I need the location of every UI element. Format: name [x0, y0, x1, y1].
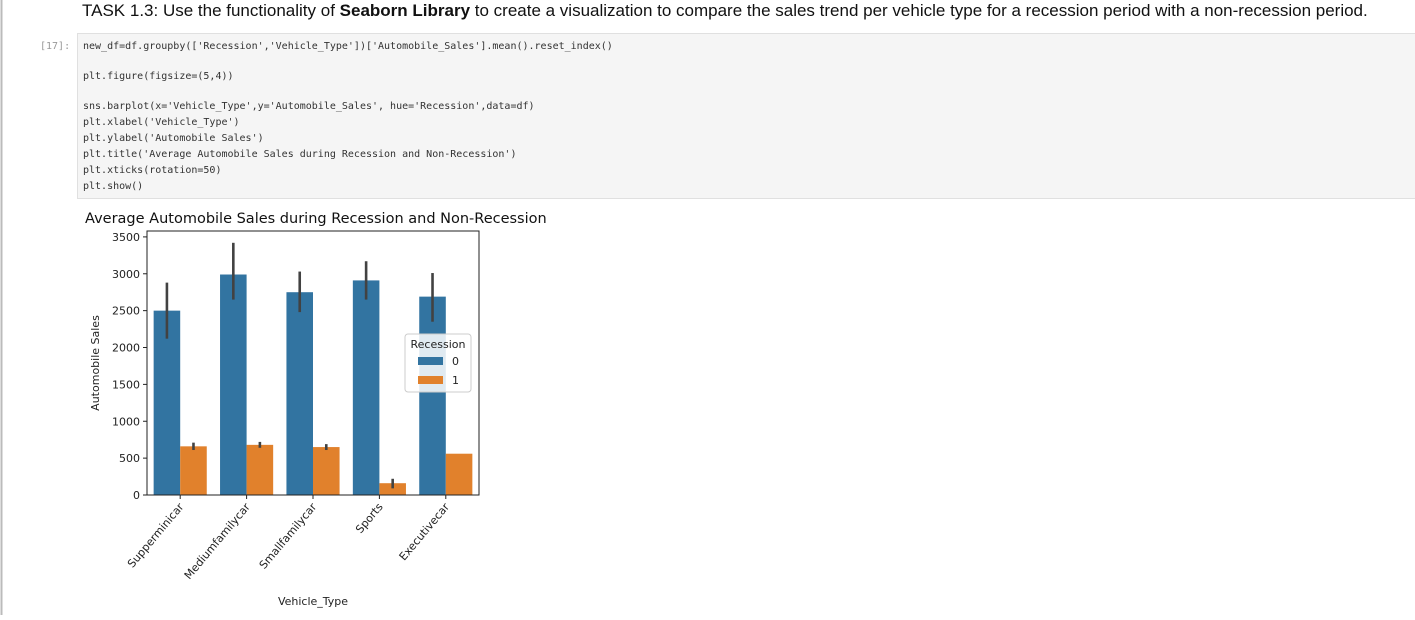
y-tick-label: 2500	[112, 305, 140, 318]
x-axis-label: Vehicle_Type	[278, 595, 348, 608]
y-tick-label: 0	[133, 489, 140, 502]
cell-prompt: [17]:	[40, 41, 70, 52]
bar	[247, 445, 274, 495]
code-line: plt.title('Average Automobile Sales duri…	[83, 149, 516, 160]
x-tick-label: Mediumfamilycar	[182, 500, 253, 582]
code-line: new_df=df.groupby(['Recession','Vehicle_…	[83, 41, 613, 52]
code-line: sns.barplot(x='Vehicle_Type',y='Automobi…	[83, 101, 535, 112]
code-line: plt.ylabel('Automobile Sales')	[83, 133, 264, 144]
code-line: plt.xticks(rotation=50)	[83, 165, 221, 176]
legend-title: Recession	[411, 338, 466, 351]
bar	[286, 292, 313, 495]
y-tick-label: 1000	[112, 415, 140, 428]
heading-bold: Seaborn Library	[340, 1, 471, 20]
bar	[180, 446, 207, 495]
y-axis-label: Automobile Sales	[89, 315, 102, 411]
code-line: plt.show()	[83, 181, 143, 192]
legend-swatch	[418, 357, 443, 365]
bar	[313, 447, 340, 495]
code-line: plt.xlabel('Vehicle_Type')	[83, 117, 240, 128]
task-heading: TASK 1.3: Use the functionality of Seabo…	[82, 1, 1368, 20]
code-cell[interactable]	[78, 34, 1415, 199]
heading-text: to create a visualization to compare the…	[470, 1, 1368, 20]
chart-title: Average Automobile Sales during Recessio…	[85, 211, 547, 227]
legend-label: 0	[452, 355, 459, 368]
x-tick-label: Executivecar	[397, 500, 453, 563]
y-tick-label: 3500	[112, 231, 140, 244]
legend-label: 1	[452, 374, 459, 387]
bar	[446, 454, 473, 495]
y-tick-label: 2000	[112, 342, 140, 355]
bar	[419, 297, 446, 495]
legend-swatch	[418, 376, 443, 384]
x-tick-label: Supperminicar	[125, 500, 187, 570]
x-tick-label: Sports	[353, 500, 386, 536]
y-tick-label: 3000	[112, 268, 140, 281]
y-tick-label: 1500	[112, 378, 140, 391]
bar	[353, 280, 380, 495]
code-line: plt.figure(figsize=(5,4))	[83, 71, 234, 82]
heading-text: TASK 1.3: Use the functionality of	[82, 1, 340, 20]
x-tick-label: Smallfamilycar	[257, 500, 320, 571]
y-tick-label: 500	[119, 452, 140, 465]
chart: Average Automobile Sales during Recessio…	[85, 211, 547, 608]
bar	[220, 275, 247, 495]
